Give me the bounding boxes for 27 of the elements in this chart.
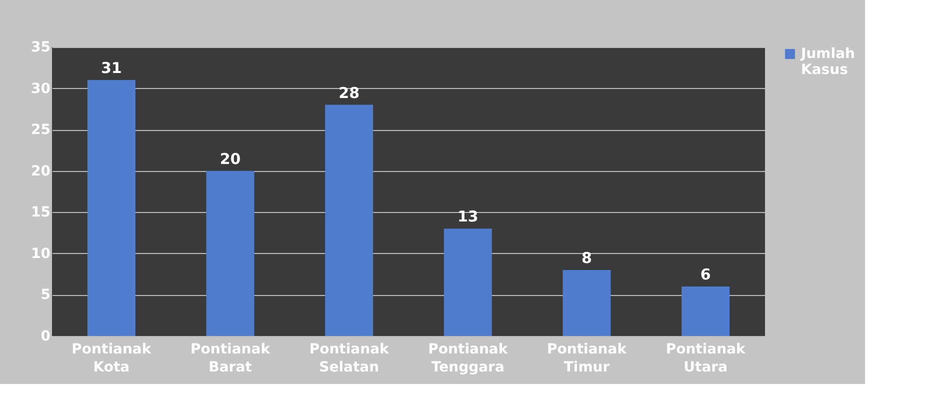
- y-tick-label: 20: [31, 163, 51, 180]
- data-label: 28: [338, 84, 360, 102]
- bar: [325, 104, 374, 336]
- y-tick-label: 30: [31, 80, 51, 97]
- data-label: 31: [100, 59, 122, 78]
- x-tick-label: Pontianak Kota: [72, 342, 152, 376]
- bar: [444, 228, 492, 336]
- legend-label: Jumlah Kasus: [800, 46, 855, 78]
- y-tick-label: 5: [40, 287, 50, 304]
- data-label: 8: [582, 248, 592, 267]
- x-tick-label: Pontianak Tenggara: [428, 342, 508, 376]
- x-tick-label: Pontianak Barat: [190, 342, 271, 376]
- y-tick-label: 15: [31, 204, 50, 221]
- bar: [682, 286, 730, 336]
- y-tick-label: 35: [31, 40, 50, 56]
- x-tick-label: Pontianak Timur: [546, 342, 628, 376]
- data-label: 20: [220, 150, 241, 168]
- bar: [206, 170, 254, 336]
- data-label: 6: [700, 265, 711, 284]
- bar: [87, 80, 136, 336]
- x-tick-label: Pontianak Selatan: [309, 342, 390, 376]
- bar: [562, 270, 611, 336]
- y-tick-label: 0: [40, 328, 51, 344]
- data-label: 13: [457, 208, 478, 226]
- y-tick-label: 25: [31, 122, 50, 138]
- x-tick-label: Pontianak Utara: [666, 342, 746, 376]
- y-tick-label: 10: [31, 246, 51, 262]
